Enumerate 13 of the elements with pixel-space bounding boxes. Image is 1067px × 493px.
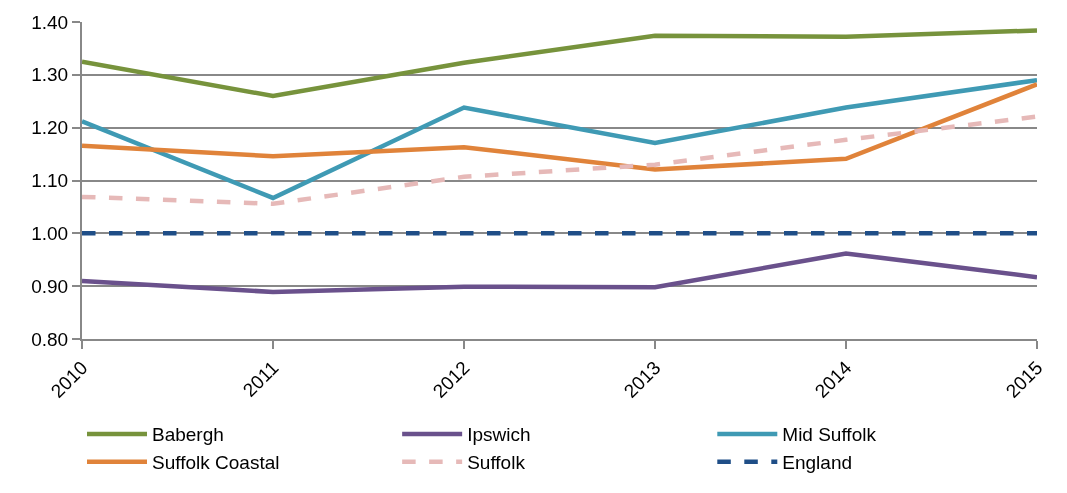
legend-label: Ipswich — [467, 424, 531, 446]
legend-label: Babergh — [152, 424, 224, 446]
y-tick-label: 1.40 — [31, 11, 69, 33]
legend-label: Mid Suffolk — [782, 424, 877, 446]
y-tick-label: 0.80 — [31, 328, 69, 350]
y-tick-label: 1.20 — [31, 117, 69, 139]
legend-label: Suffolk Coastal — [152, 452, 280, 474]
y-tick-label: 0.90 — [31, 275, 69, 297]
y-tick-label: 1.10 — [31, 170, 69, 192]
y-tick-label: 1.00 — [31, 222, 69, 244]
legend-label: England — [782, 452, 853, 474]
y-tick-label: 1.30 — [31, 64, 69, 86]
legend-label: Suffolk — [467, 452, 526, 474]
